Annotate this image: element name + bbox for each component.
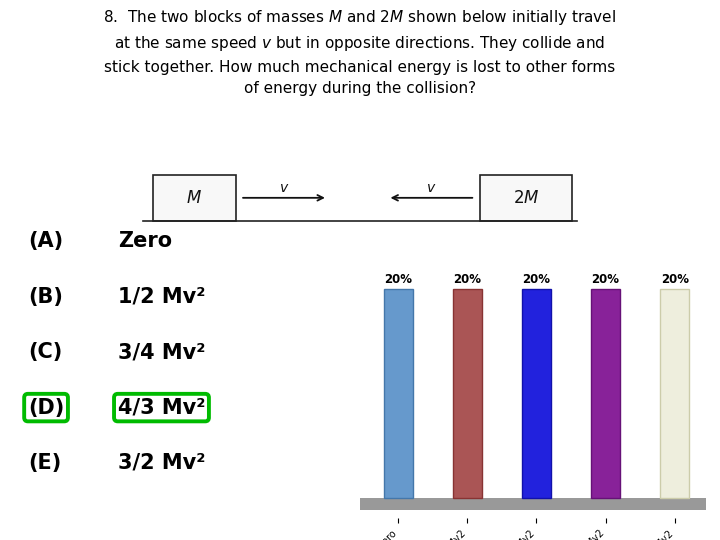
Bar: [453, 289, 482, 497]
Text: $2M$: $2M$: [513, 189, 539, 207]
Bar: [480, 175, 572, 221]
Text: (C): (C): [28, 342, 62, 362]
Text: 3/2 Mv²: 3/2 Mv²: [118, 453, 205, 473]
Text: 20%: 20%: [592, 273, 620, 286]
Text: 8.  The two blocks of masses $M$ and 2$M$ shown below initially travel
at the sa: 8. The two blocks of masses $M$ and 2$M$…: [104, 8, 616, 97]
Text: 20%: 20%: [453, 273, 481, 286]
Text: (D): (D): [28, 397, 64, 417]
Text: 20%: 20%: [384, 273, 412, 286]
Text: $v$: $v$: [279, 181, 289, 195]
Text: 3/4 Mv²: 3/4 Mv²: [118, 342, 205, 362]
Text: 1/2 Mv²: 1/2 Mv²: [118, 287, 205, 307]
Text: $v$: $v$: [426, 181, 436, 195]
Text: 4/3 Mv²: 4/3 Mv²: [118, 397, 205, 417]
Bar: [591, 289, 620, 497]
Bar: [360, 497, 706, 510]
Text: $M$: $M$: [186, 189, 202, 207]
Text: 20%: 20%: [523, 273, 550, 286]
Text: (E): (E): [28, 453, 61, 473]
Text: 20%: 20%: [661, 273, 689, 286]
Bar: [660, 289, 689, 497]
Bar: [522, 289, 551, 497]
Text: Zero: Zero: [118, 231, 172, 252]
Text: (B): (B): [28, 287, 63, 307]
Text: (A): (A): [28, 231, 63, 252]
Bar: [384, 289, 413, 497]
Bar: [153, 175, 235, 221]
